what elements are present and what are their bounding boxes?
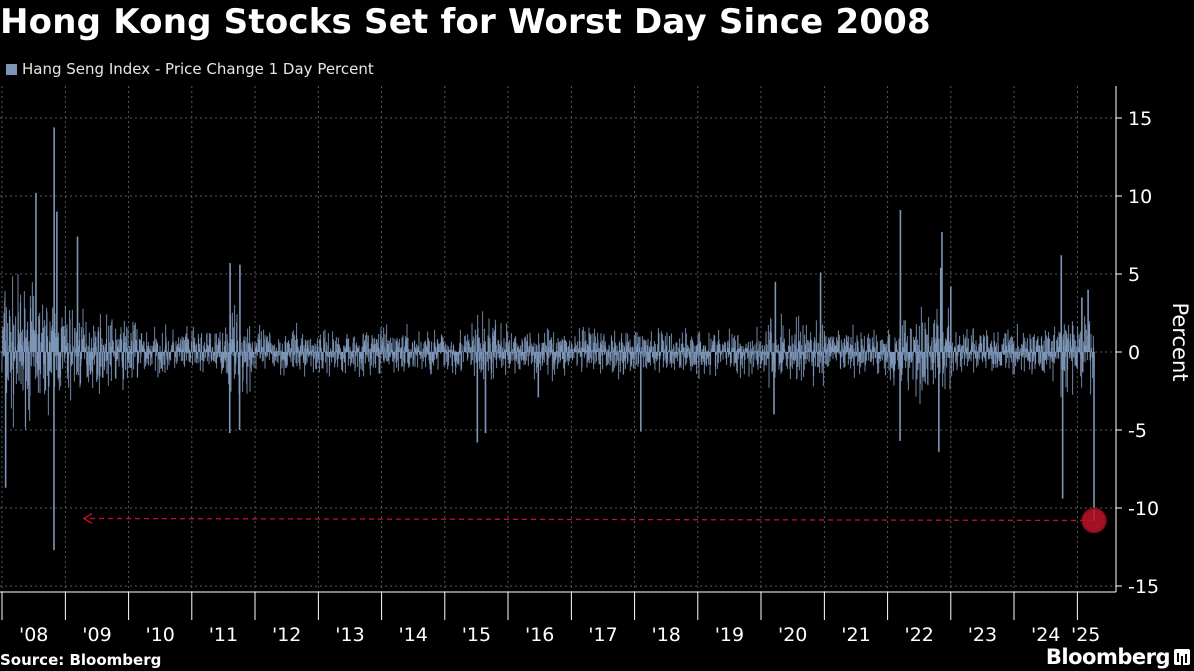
y-tick-label: 5 — [1128, 264, 1140, 286]
bloomberg-logo: Bloomberg — [1046, 645, 1190, 669]
y-axis-label: Percent — [1168, 302, 1192, 381]
grid — [0, 86, 1116, 592]
legend: Hang Seng Index - Price Change 1 Day Per… — [6, 60, 374, 78]
x-tick-label: '20 — [778, 624, 807, 646]
x-axis: '08 '09 '10 '11 '12 '13 '14 '15 '16 '17 '18 '19 '20 '… — [0, 591, 1116, 646]
x-tick-label: '15 — [462, 624, 491, 646]
y-tick-label: -10 — [1128, 498, 1159, 520]
x-tick-label: '10 — [145, 624, 174, 646]
y-tick-label: 10 — [1128, 186, 1152, 208]
x-tick-label: '23 — [968, 624, 997, 646]
brand-text: Bloomberg — [1045, 645, 1171, 669]
legend-label: Hang Seng Index - Price Change 1 Day Per… — [22, 60, 374, 78]
x-tick-label: '14 — [398, 624, 427, 646]
x-tick-label: '12 — [272, 624, 301, 646]
x-tick-label: '25 — [1071, 624, 1100, 646]
y-axis: 15 10 5 0 -5 -10 -15 — [1115, 86, 1159, 598]
highlight-marker-ring — [1081, 507, 1107, 534]
x-tick-label: '24 — [1031, 624, 1060, 646]
x-tick-label: '18 — [651, 624, 680, 646]
highlight-marker — [1082, 508, 1106, 533]
y-tick-label: -15 — [1128, 576, 1159, 598]
x-tick-label: '11 — [209, 624, 238, 646]
source-note: Source: Bloomberg — [0, 651, 162, 669]
bars — [1, 127, 1095, 551]
x-tick-label: '21 — [841, 624, 870, 646]
x-tick-label: '09 — [82, 624, 111, 646]
x-tick-label: '16 — [525, 624, 554, 646]
terminal-icon — [1174, 649, 1190, 665]
x-tick-label: '19 — [715, 624, 744, 646]
x-tick-label: '17 — [588, 624, 617, 646]
chart-title: Hong Kong Stocks Set for Worst Day Since… — [0, 2, 931, 42]
legend-swatch — [6, 63, 17, 75]
reference-dash — [83, 517, 1095, 522]
y-tick-label: -5 — [1128, 420, 1147, 442]
x-tick-label: '08 — [19, 624, 48, 646]
x-tick-label: '13 — [335, 624, 364, 646]
reference-arrowhead — [82, 512, 93, 525]
y-tick-label: 15 — [1128, 108, 1152, 130]
y-tick-label: 0 — [1128, 342, 1140, 364]
x-tick-label: '22 — [904, 624, 933, 646]
reference-line — [82, 507, 1107, 534]
